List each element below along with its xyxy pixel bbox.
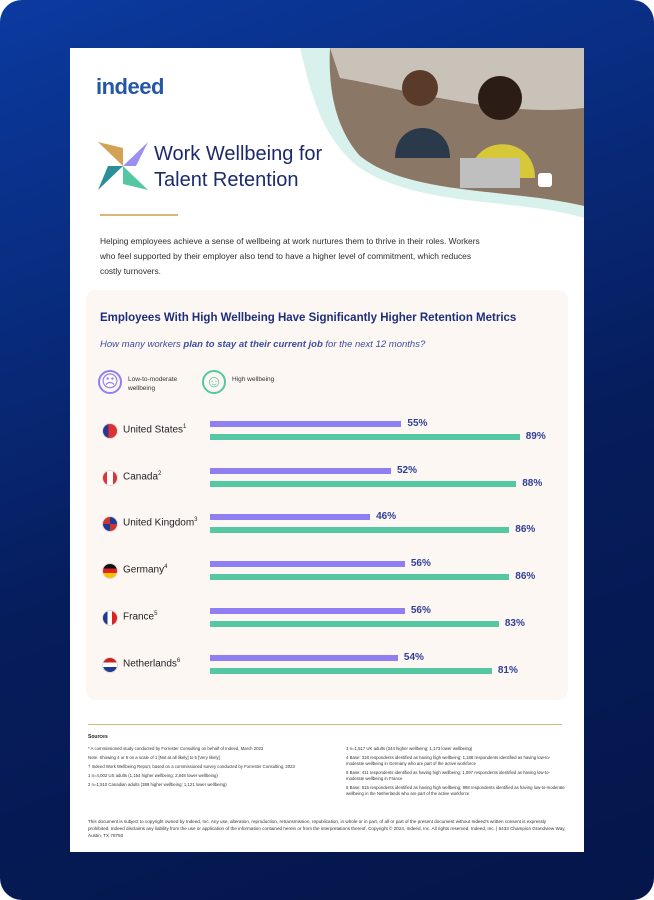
country-name: France bbox=[123, 611, 155, 623]
chart-title: Employees With High Wellbeing Have Signi… bbox=[100, 312, 517, 324]
legend-label: High wellbeing bbox=[232, 376, 275, 383]
value-label: 86% bbox=[515, 524, 536, 536]
document: indeed Work Wellbeing for Talent Retentio… bbox=[70, 48, 584, 852]
footer: This document is subject to copyright ow… bbox=[88, 819, 566, 838]
value-label: 55% bbox=[407, 418, 428, 429]
flag bbox=[102, 609, 118, 626]
flag bbox=[102, 563, 118, 580]
value-label: 56% bbox=[410, 558, 431, 570]
bar bbox=[210, 620, 499, 627]
footnote-mark: 5 bbox=[154, 610, 158, 617]
country-label: Germany4 bbox=[123, 564, 167, 575]
flag bbox=[102, 423, 118, 439]
subtitle-bold: plan to stay at their current job bbox=[183, 339, 323, 350]
value-label: 54% bbox=[403, 651, 424, 663]
pinwheel-icon bbox=[98, 142, 148, 190]
country-name: United States bbox=[123, 424, 184, 436]
subtitle-part: How many workers bbox=[100, 339, 184, 350]
flag bbox=[102, 516, 118, 533]
bar bbox=[210, 667, 492, 674]
country-label: France5 bbox=[123, 611, 157, 622]
legend-face: ☹ bbox=[98, 370, 122, 394]
logo: indeed bbox=[96, 74, 164, 99]
value-label: 81% bbox=[497, 664, 518, 676]
footnote-mark: 3 bbox=[194, 517, 198, 524]
source-note: Note: Showing 4 or 5 on a scale of 1 [No… bbox=[88, 755, 220, 760]
country-label: United States1 bbox=[123, 424, 186, 435]
country-name: Netherlands bbox=[123, 657, 177, 669]
subtitle-part: for the next 12 months? bbox=[322, 339, 426, 350]
bar bbox=[210, 434, 520, 440]
value-label: 56% bbox=[410, 604, 431, 616]
bar bbox=[210, 421, 402, 427]
bar bbox=[210, 574, 510, 581]
value-label: 89% bbox=[525, 431, 546, 442]
divider bbox=[88, 724, 562, 725]
bar bbox=[210, 514, 371, 521]
intro: Helping employees achieve a sense of wel… bbox=[100, 236, 480, 276]
footnote-mark: 6 bbox=[176, 657, 181, 664]
value-label: 46% bbox=[376, 511, 397, 523]
value-label: 88% bbox=[522, 477, 543, 489]
hero-photo bbox=[300, 48, 584, 218]
sources-heading: Sources bbox=[88, 734, 108, 740]
chart-subtitle: How many workers plan to stay at their c… bbox=[100, 339, 425, 350]
country-label: United Kingdom3 bbox=[123, 517, 198, 528]
source-note: 4 Base: 318 respondents identified as ha… bbox=[346, 755, 551, 766]
footnote-mark: 2 bbox=[158, 470, 162, 477]
source-note: 5 Base: 411 respondents identified as ha… bbox=[346, 770, 550, 781]
source-note: † Indeed Work Wellbeing Report, based on… bbox=[88, 764, 295, 769]
bar bbox=[210, 527, 510, 534]
legend-label: Low-to-moderate wellbeing bbox=[128, 376, 178, 392]
footnote-mark: 1 bbox=[183, 424, 187, 430]
source-note: 3 n=1,517 UK adults (344 higher wellbein… bbox=[346, 746, 473, 751]
country-name: Germany bbox=[123, 564, 165, 576]
country-name: United Kingdom bbox=[123, 517, 195, 529]
country-label: Canada2 bbox=[123, 471, 161, 482]
value-label: 86% bbox=[515, 571, 536, 583]
source-note: 1 n=4,002 US adults (1,154 higher wellbe… bbox=[88, 773, 218, 778]
divider bbox=[100, 214, 178, 216]
title: Work Wellbeing for Talent Retention bbox=[154, 141, 322, 193]
legend-face: ☺ bbox=[202, 370, 226, 394]
flag bbox=[102, 469, 118, 486]
chart: ☹ Low-to-moderate wellbeing ☺ High wellbein… bbox=[70, 48, 584, 748]
flag bbox=[102, 656, 118, 673]
sources-left: * A commissioned study conducted by Forr… bbox=[88, 746, 318, 791]
chart-panel bbox=[86, 290, 568, 700]
sources-right: 3 n=1,517 UK adults (344 higher wellbein… bbox=[346, 746, 568, 800]
source-note: 2 n=1,510 Canadian adults (389 higher we… bbox=[88, 782, 227, 787]
country-name: Canada bbox=[123, 471, 159, 483]
bar bbox=[210, 607, 405, 614]
footnote-mark: 4 bbox=[164, 564, 168, 571]
bar bbox=[210, 467, 391, 474]
source-note: * A commissioned study conducted by Forr… bbox=[88, 746, 264, 751]
country-label: Netherlands6 bbox=[123, 658, 180, 669]
value-label: 83% bbox=[504, 617, 525, 629]
value-label: 52% bbox=[396, 464, 417, 476]
bar bbox=[210, 561, 405, 568]
title-line: Talent Retention bbox=[154, 169, 299, 191]
bar bbox=[210, 480, 517, 487]
source-note: 6 Base: 515 respondents identified as ha… bbox=[346, 785, 565, 796]
bar bbox=[210, 654, 398, 661]
title-line: Work Wellbeing for bbox=[154, 143, 323, 165]
